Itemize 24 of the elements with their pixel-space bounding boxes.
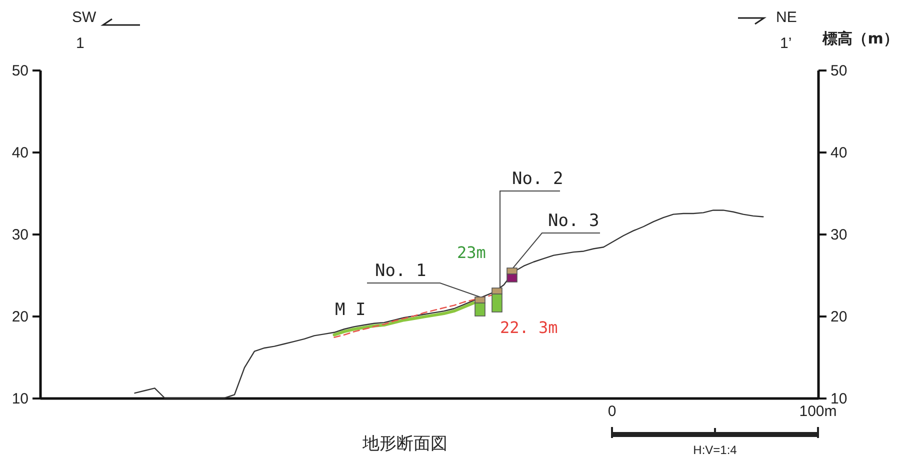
y2-tick-label: 20: [830, 308, 848, 326]
annotation: 23m: [457, 243, 486, 262]
y-tick-label: 20: [12, 308, 28, 326]
text: 1’: [780, 35, 792, 52]
y-tick-label: 30: [12, 226, 28, 244]
text: 1: [76, 35, 84, 52]
y2-axis-title: 標高（m）: [822, 30, 898, 48]
text: 地形断面図: [362, 434, 448, 454]
annotation: No. 1: [375, 261, 426, 281]
y-tick-label: 50: [12, 62, 28, 80]
annotation: 22. 3m: [500, 318, 558, 337]
annotation: M I: [335, 300, 366, 320]
y2-tick-label: 40: [830, 144, 848, 162]
line-series: [134, 210, 764, 399]
y2-tick-label: 30: [830, 226, 848, 244]
text: SW: [72, 9, 96, 26]
text: H:V=1:4: [693, 443, 737, 457]
text: NE: [776, 9, 797, 26]
annotation: No. 3: [548, 211, 600, 231]
text: 0: [608, 403, 616, 420]
annotation: No. 2: [512, 169, 564, 189]
y2-tick-label: 50: [830, 62, 848, 80]
y-tick-label: 40: [12, 144, 28, 162]
y-tick-label: 10: [12, 390, 28, 408]
